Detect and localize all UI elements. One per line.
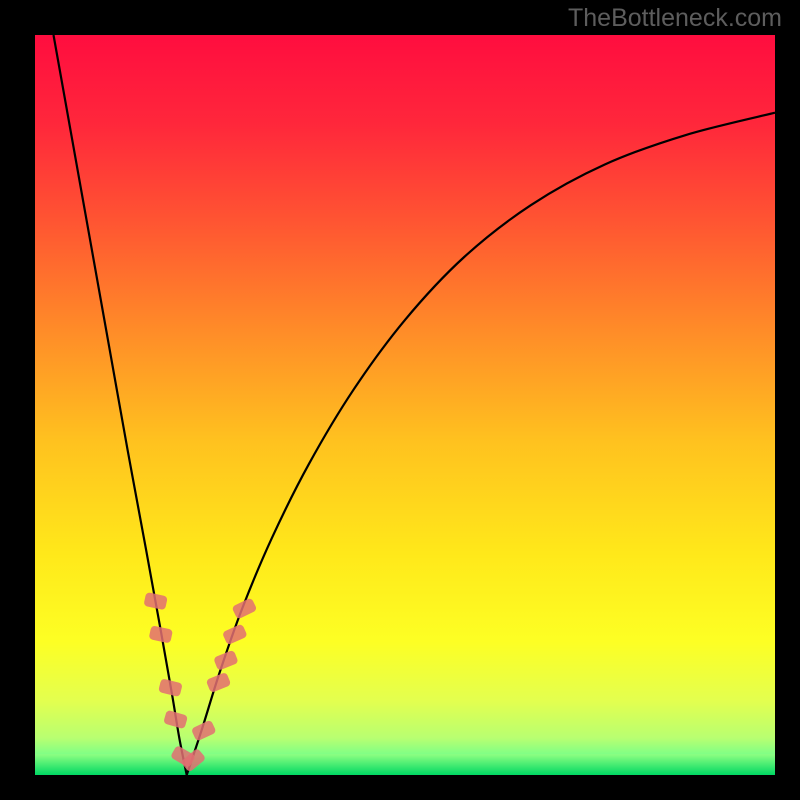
plot-background (35, 35, 775, 775)
chart-container: TheBottleneck.com (0, 0, 800, 800)
green-band (35, 754, 775, 775)
bottleneck-chart (0, 0, 800, 800)
